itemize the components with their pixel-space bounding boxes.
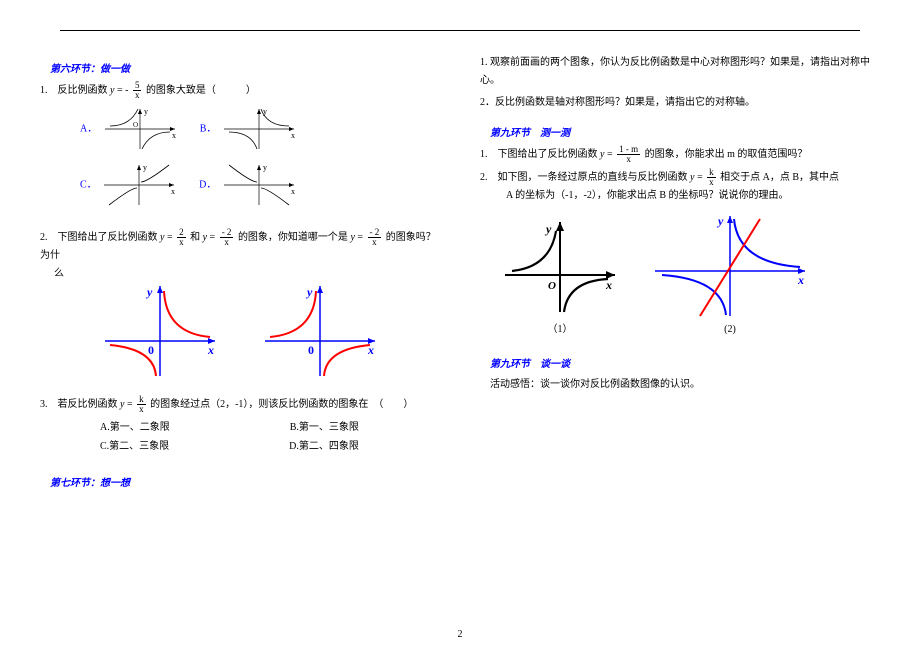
question-3: 3. 若反比例函数 y = kx 的图象经过点（2，-1），则该反比例函数的图象… — [40, 395, 440, 414]
svg-text:y: y — [143, 163, 147, 172]
svg-text:y: y — [263, 163, 267, 172]
figure-1: x y O — [500, 217, 620, 317]
question-1: 1. 反比例函数 y = - 5 x 的图象大致是（ ） — [40, 81, 440, 100]
q3-opt-D: D.第二、四象限 — [289, 437, 359, 452]
right-question-2: 2. 如下图，一条经过原点的直线与反比例函数 y = kx 相交于点 A，点 B… — [480, 168, 880, 205]
q2-frac2: - 2x — [220, 228, 234, 247]
right-q2: 2．反比例函数是轴对称图形吗？如果是，请指出它的对称轴。 — [480, 94, 880, 112]
top-divider — [60, 30, 860, 31]
option-C: C． xy — [80, 160, 179, 210]
figure-1-wrap: x y O （1） — [500, 217, 620, 335]
label-B: B． — [200, 123, 217, 134]
svg-text:x: x — [291, 187, 295, 196]
svg-text:0: 0 — [308, 343, 314, 357]
svg-text:O: O — [548, 280, 556, 292]
section8-title: 第九环节 测一测 — [490, 124, 880, 139]
rq1-frac: 1 - mx — [617, 145, 640, 164]
svg-text:y: y — [144, 107, 148, 116]
right-question-1: 1. 下图给出了反比例函数 y = 1 - mx 的图象，你能求出 m 的取值范… — [480, 145, 880, 164]
figure-1-label: （1） — [500, 320, 620, 335]
q2-mid: 的图象，你知道哪一个是 — [238, 232, 351, 243]
rq1-suffix: 的图象，你能求出 m 的取值范围吗？ — [645, 149, 808, 160]
q3-mid: 的图象经过点（2，-1），则该反比例函数的图象在 （ ） — [150, 399, 413, 410]
svg-text:y: y — [716, 214, 724, 228]
svg-text:x: x — [207, 343, 214, 357]
figure-2-wrap: x y (2) — [650, 211, 810, 335]
q2-y: y — [160, 232, 164, 243]
q2-and: 和 — [190, 232, 203, 243]
q1-eq: = - — [117, 85, 131, 96]
options-row-1: A． xyO B． xy — [80, 104, 440, 154]
q1-frac: 5 x — [133, 81, 142, 100]
rq2-prefix: 2. 如下图，一条经过原点的直线与反比例函数 — [480, 172, 690, 183]
svg-text:O: O — [133, 121, 138, 129]
label-C: C． — [80, 179, 97, 190]
left-column: 第六环节：做一做 1. 反比例函数 y = - 5 x 的图象大致是（ ） A． — [40, 50, 440, 495]
rq2-line2: A 的坐标为（-1，-2），你能求出点 B 的坐标吗？说说你的理由。 — [506, 190, 789, 201]
svg-text:x: x — [171, 187, 175, 196]
q1-suffix: 的图象大致是（ ） — [146, 85, 256, 96]
rq2-frac: kx — [707, 168, 716, 187]
q1-frac-d: x — [133, 91, 142, 100]
section9-title: 第九环节 谈一谈 — [490, 355, 880, 370]
option-D: D． xy — [199, 160, 299, 210]
talk-text: 活动感悟：谈一谈你对反比例函数图像的认识。 — [490, 376, 880, 394]
rq2-mid: 相交于点 A，点 B，其中点 — [720, 172, 839, 183]
q1-prefix: 1. 反比例函数 — [40, 85, 110, 96]
page-number: 2 — [458, 629, 463, 640]
q2-frac3: - 2x — [368, 228, 382, 247]
graph-D: xy — [219, 160, 299, 210]
svg-text:x: x — [172, 131, 176, 140]
pair-graph-1: x y 0 — [100, 281, 220, 381]
label-D: D． — [199, 179, 216, 190]
q1-y: y — [110, 85, 114, 96]
svg-text:y: y — [544, 222, 552, 236]
q2-prefix: 2. 下图给出了反比例函数 — [40, 232, 160, 243]
section7-title: 第七环节：想一想 — [50, 474, 440, 489]
q3-options-1: A.第一、二象限 B.第一、三象限 — [100, 418, 440, 433]
q3-options-2: C.第二、三象限 D.第二、四象限 — [100, 437, 440, 452]
question-2: 2. 下图给出了反比例函数 y = 2x 和 y = - 2x 的图象，你知道哪… — [40, 228, 440, 283]
q2-eq1: = — [167, 232, 175, 243]
pair-graph-2: x y 0 — [260, 281, 380, 381]
svg-text:0: 0 — [148, 343, 154, 357]
q3-opt-B: B.第一、三象限 — [290, 418, 359, 433]
q2-line2: 么 — [54, 268, 64, 279]
right-figures: x y O （1） x y — [500, 211, 880, 335]
options-row-2: C． xy D． xy — [80, 160, 440, 210]
graph-B: xy — [219, 104, 299, 154]
q3-prefix: 3. 若反比例函数 — [40, 399, 120, 410]
q3-opt-C: C.第二、三象限 — [100, 437, 169, 452]
right-q1: 1. 观察前面画的两个图象，你认为反比例函数是中心对称图形吗？如果是，请指出对称… — [480, 54, 880, 90]
graph-A: x yO — [100, 104, 180, 154]
graph-C: xy — [99, 160, 179, 210]
right-column: 1. 观察前面画的两个图象，你认为反比例函数是中心对称图形吗？如果是，请指出对称… — [480, 50, 880, 495]
figure-2: x y — [650, 211, 810, 321]
svg-text:x: x — [797, 273, 804, 287]
option-B: B． xy — [200, 104, 299, 154]
q3-frac: kx — [137, 395, 146, 414]
svg-text:x: x — [291, 131, 295, 140]
label-A: A． — [80, 123, 97, 134]
figure-2-label: (2) — [650, 324, 810, 335]
svg-text:y: y — [145, 285, 153, 299]
section6-title: 第六环节：做一做 — [50, 60, 440, 75]
svg-text:y: y — [305, 285, 313, 299]
q3-opt-A: A.第一、二象限 — [100, 418, 170, 433]
pair-graphs: x y 0 x y 0 — [100, 281, 440, 381]
q2-frac1: 2x — [177, 228, 186, 247]
option-A: A． x yO — [80, 104, 180, 154]
rq1-prefix: 1. 下图给出了反比例函数 — [480, 149, 600, 160]
